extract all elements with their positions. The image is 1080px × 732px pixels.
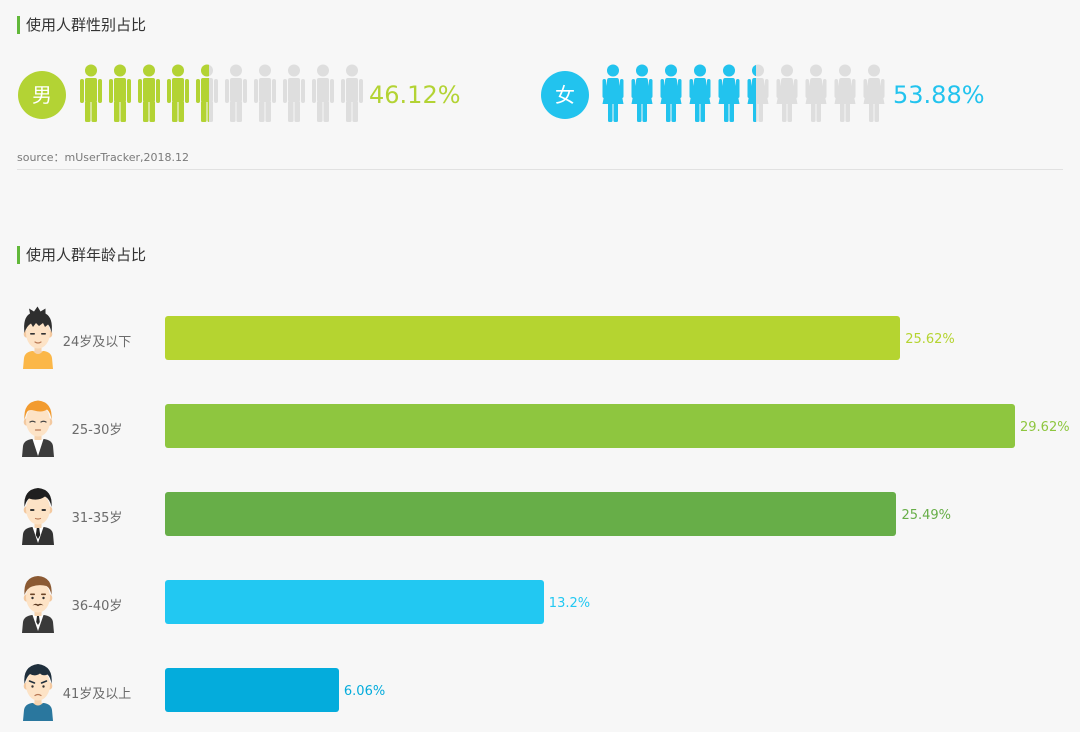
female-person-icon-fill (718, 64, 740, 122)
age-section-title-text: 使用人群年龄占比 (26, 246, 147, 264)
age-category-label: 41岁及以上 (62, 687, 132, 702)
age-bar (165, 404, 1015, 448)
male-person-icon (283, 64, 305, 122)
female-percent-label: 53.88% (893, 81, 985, 109)
male-person-icon (312, 64, 334, 122)
male-person-icon-fill (138, 64, 160, 122)
female-person-icon-fill (689, 64, 711, 122)
male-person-icon-fill (80, 64, 102, 122)
female-person-icon (631, 64, 653, 122)
mustache-man-avatar-icon (18, 569, 58, 633)
age-bar (165, 580, 544, 624)
age-row: 41岁及以上 6.06% (0, 657, 1080, 723)
age-bar-value-label: 6.06% (343, 684, 386, 699)
female-person-icon-fill (602, 64, 624, 122)
female-badge: 女 (541, 71, 589, 119)
female-person-icon (660, 64, 682, 122)
male-person-icon (254, 64, 276, 122)
female-badge-label: 女 (555, 83, 575, 107)
male-person-icon (341, 64, 363, 122)
age-category-label: 31-35岁 (71, 511, 123, 526)
female-person-icon (834, 64, 856, 122)
casual-man-avatar-icon (18, 657, 58, 721)
source-note: source：mUserTracker,2018.12 (17, 151, 189, 164)
age-row: 24岁及以下 25.62% (0, 305, 1080, 371)
male-pictogram-row (80, 64, 363, 122)
female-person-icon (776, 64, 798, 122)
male-person-icon (167, 64, 189, 122)
male-person-icon (80, 64, 102, 122)
suit-man-avatar-icon (18, 481, 58, 545)
age-bar (165, 668, 339, 712)
gender-section-title: 使用人群性别占比 (17, 16, 317, 34)
male-person-icon-fill (167, 64, 189, 122)
female-person-icon (718, 64, 740, 122)
male-person-icon (138, 64, 160, 122)
female-person-icon (805, 64, 827, 122)
male-person-icon (109, 64, 131, 122)
male-person-icon (196, 64, 218, 122)
age-category-label: 24岁及以下 (62, 335, 132, 350)
female-person-icon (863, 64, 885, 122)
age-row: 36-40岁 13.2% (0, 569, 1080, 635)
female-person-icon (689, 64, 711, 122)
age-section-title: 使用人群年龄占比 (17, 246, 317, 264)
age-bar-value-label: 29.62% (1020, 420, 1070, 435)
gender-section-title-text: 使用人群性别占比 (26, 16, 147, 34)
age-bar (165, 316, 901, 360)
female-person-icon-fill (631, 64, 653, 122)
title-accent-bar (17, 16, 20, 34)
male-badge-label: 男 (32, 83, 52, 107)
female-person-icon (602, 64, 624, 122)
age-bar-value-label: 13.2% (548, 596, 591, 611)
age-category-label: 36-40岁 (71, 599, 123, 614)
section-divider (17, 169, 1063, 170)
female-person-icon (747, 64, 769, 122)
age-category-label: 25-30岁 (71, 423, 123, 438)
female-person-icon-fill (747, 64, 756, 122)
female-person-icon-fill (660, 64, 682, 122)
title-accent-bar (17, 246, 20, 264)
orange-hair-man-avatar-icon (18, 393, 58, 457)
male-person-icon-fill (196, 64, 210, 122)
age-bar-value-label: 25.49% (901, 508, 952, 523)
age-bar-value-label: 25.62% (905, 332, 955, 347)
age-bar (165, 492, 897, 536)
young-man-avatar-icon (18, 305, 58, 369)
male-badge: 男 (18, 71, 66, 119)
male-person-icon (225, 64, 247, 122)
age-row: 25-30岁 29.62% (0, 393, 1080, 459)
male-person-icon-fill (109, 64, 131, 122)
female-pictogram-row (602, 64, 885, 122)
male-percent-label: 46.12% (369, 81, 461, 109)
age-row: 31-35岁 25.49% (0, 481, 1080, 547)
